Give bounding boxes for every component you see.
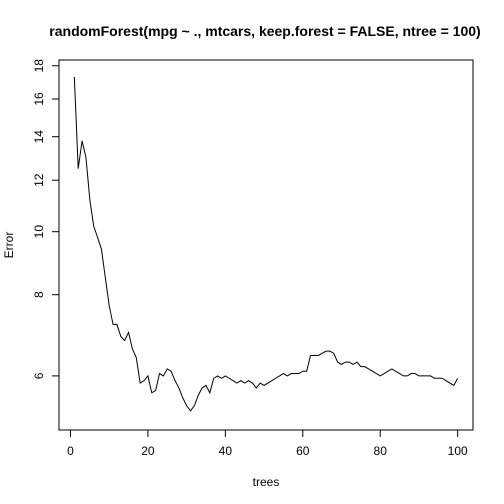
y-tick-label: 8 (32, 291, 46, 298)
y-axis: 6 8 10 12 14 16 18 (32, 59, 60, 379)
y-tick-label: 6 (32, 372, 46, 379)
x-tick-label: 60 (296, 444, 310, 458)
x-axis-label: trees (253, 475, 280, 489)
x-axis: 0 20 40 60 80 100 (67, 429, 468, 458)
y-tick-label: 12 (32, 173, 46, 187)
y-axis-label: Error (2, 232, 16, 259)
y-tick-label: 16 (32, 92, 46, 106)
x-tick-label: 100 (448, 444, 468, 458)
x-tick-label: 80 (374, 444, 388, 458)
x-tick-label: 0 (67, 444, 74, 458)
chart-title: randomForest(mpg ~ ., mtcars, keep.fores… (49, 23, 480, 39)
x-tick-label: 20 (141, 444, 155, 458)
y-tick-label: 14 (32, 130, 46, 144)
x-tick-label: 40 (219, 444, 233, 458)
plot-box (58, 59, 474, 431)
y-tick-label: 18 (32, 59, 46, 73)
y-tick-label: 10 (32, 225, 46, 239)
error-series-line (73, 76, 459, 412)
